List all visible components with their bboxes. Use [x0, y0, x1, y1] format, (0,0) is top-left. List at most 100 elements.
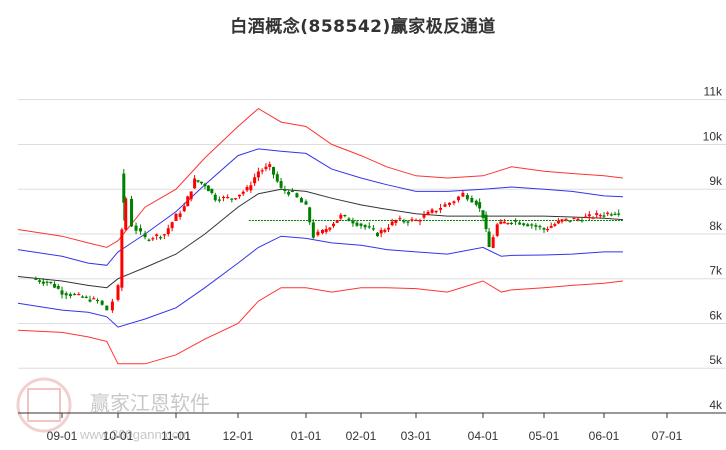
candle [234, 198, 238, 200]
candle [470, 197, 474, 203]
candle [383, 229, 387, 232]
candle [584, 216, 588, 218]
candle [151, 238, 155, 240]
candle [193, 178, 197, 189]
chart-title: 白酒概念(858542)赢家极反通道 [230, 17, 496, 37]
candle [134, 225, 138, 231]
candle [418, 220, 422, 222]
candle [110, 301, 114, 311]
candle [283, 189, 287, 191]
y-tick-label: 9k [709, 174, 723, 188]
candle [308, 207, 312, 223]
candle [474, 200, 478, 205]
candle [617, 213, 621, 215]
candle [484, 214, 488, 230]
x-axis-labels: 09-01 10-01 11-01 12-01 01-01 02-01 03-01 04-01… [47, 413, 683, 443]
candle [478, 202, 482, 209]
candle [339, 214, 343, 219]
candle [189, 191, 193, 200]
candle [275, 174, 279, 182]
candle [95, 299, 99, 302]
y-axis-labels: 4k 5k 6k 7k 8k 9k 10k 11k [703, 85, 723, 412]
candle [162, 234, 166, 236]
candle [602, 215, 606, 217]
candle [45, 281, 49, 283]
candle [166, 228, 170, 235]
candle [41, 281, 45, 284]
candle [410, 219, 414, 221]
candle [88, 299, 92, 302]
watermark: 赢家江恩软件 www.360gann.com [16, 377, 210, 442]
candle [174, 213, 178, 221]
candle [287, 191, 291, 195]
candle [422, 214, 426, 218]
candle [549, 226, 553, 228]
candle [379, 230, 383, 234]
candle [359, 223, 363, 226]
candle [147, 239, 151, 241]
y-tick-label: 7k [709, 264, 723, 278]
candle [481, 210, 485, 218]
candle [526, 224, 530, 227]
candle [491, 237, 495, 248]
candle [206, 185, 210, 192]
candle [456, 196, 460, 201]
candle [534, 225, 538, 227]
candle [245, 187, 249, 191]
candle [367, 226, 371, 228]
y-tick-label: 11k [704, 85, 723, 99]
x-tick-label: 05-01 [529, 429, 560, 443]
candle [130, 198, 134, 227]
candle [398, 218, 402, 220]
candle [324, 229, 328, 232]
candle [139, 228, 143, 232]
candle [60, 290, 64, 295]
candle [572, 217, 576, 220]
candle [606, 212, 610, 214]
inner-upper-band [17, 148, 623, 266]
candle [402, 220, 406, 223]
candle [502, 221, 506, 224]
candle [38, 280, 42, 282]
candle [598, 215, 602, 217]
watermark-brand: 赢家江恩软件 [90, 391, 210, 415]
candle [178, 213, 182, 217]
watermark-seal-icon [16, 377, 72, 433]
candle [84, 296, 88, 298]
candle [394, 220, 398, 223]
candle [430, 209, 434, 213]
candle [343, 214, 347, 217]
candle [426, 211, 430, 216]
candle [514, 220, 518, 222]
candle [363, 225, 367, 228]
candle [92, 298, 96, 300]
candle [465, 195, 469, 200]
candle [100, 300, 104, 305]
candle [509, 222, 513, 225]
candle [226, 196, 230, 199]
candle [182, 206, 186, 212]
candle [538, 226, 542, 228]
candle [568, 220, 572, 222]
candle [556, 220, 560, 224]
candle [390, 221, 394, 226]
candle [406, 221, 410, 223]
candle [237, 194, 241, 197]
candle [241, 191, 245, 194]
candle [448, 202, 451, 205]
candle [299, 198, 303, 203]
x-tick-label: 11-01 [161, 429, 191, 443]
x-tick-label: 12-01 [223, 429, 254, 443]
candle [56, 286, 60, 289]
x-tick-label: 07-01 [652, 429, 683, 443]
candle [439, 207, 443, 210]
candle [530, 224, 534, 226]
outer-upper-band [17, 107, 623, 248]
candle [222, 196, 226, 199]
candle [553, 224, 557, 226]
candle [499, 221, 503, 224]
candle [387, 227, 390, 230]
candle [268, 164, 272, 167]
candle [203, 183, 207, 187]
candle [73, 293, 77, 296]
